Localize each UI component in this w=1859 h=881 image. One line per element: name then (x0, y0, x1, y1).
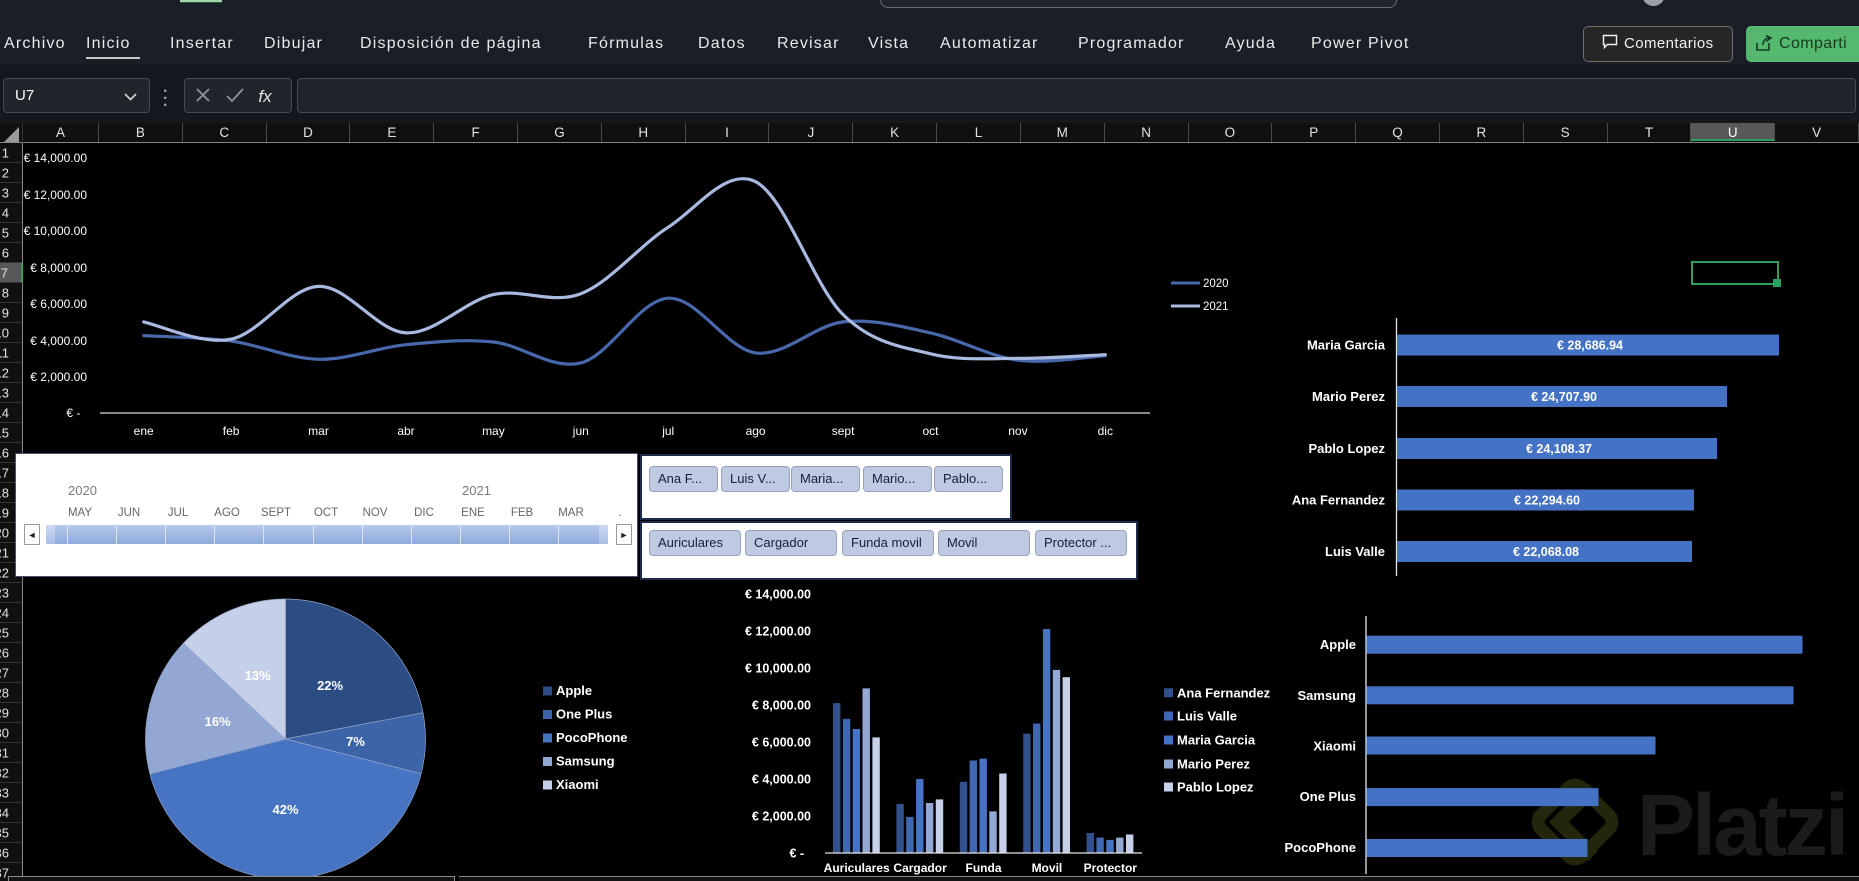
svg-text:€ 12,000.00: € 12,000.00 (745, 625, 811, 639)
svg-text:€ 22,068.08: € 22,068.08 (1513, 545, 1579, 559)
svg-text:€ 6,000.00: € 6,000.00 (30, 297, 87, 311)
svg-text:€ 24,707.90: € 24,707.90 (1531, 390, 1597, 404)
svg-text:€ -: € - (789, 847, 811, 861)
svg-text:€ 14,000.00: € 14,000.00 (24, 151, 88, 165)
svg-text:€ 10,000.00: € 10,000.00 (24, 224, 88, 238)
svg-text:oct: oct (922, 424, 939, 438)
svg-text:Luis Valle: Luis Valle (1325, 544, 1385, 559)
svg-text:€ 2,000.00: € 2,000.00 (752, 810, 811, 824)
svg-text:Auriculares: Auriculares (824, 861, 890, 875)
svg-text:€ 2,000.00: € 2,000.00 (30, 370, 87, 384)
svg-text:Ana Fernandez: Ana Fernandez (1292, 493, 1386, 508)
svg-text:feb: feb (223, 424, 240, 438)
svg-text:jun: jun (572, 424, 589, 438)
svg-text:Xiaomi: Xiaomi (556, 777, 599, 792)
svg-text:PocoPhone: PocoPhone (1284, 840, 1356, 855)
svg-text:€ 8,000.00: € 8,000.00 (752, 699, 811, 713)
svg-text:abr: abr (397, 424, 414, 438)
svg-text:fx: fx (258, 87, 272, 106)
svg-text:€ 14,000.00: € 14,000.00 (745, 588, 811, 602)
svg-text:22%: 22% (317, 678, 343, 693)
svg-text:Mario Perez: Mario Perez (1312, 389, 1385, 404)
svg-text:€ 28,686.94: € 28,686.94 (1557, 339, 1623, 353)
svg-text:€ 24,108.37: € 24,108.37 (1526, 442, 1592, 456)
svg-text:PocoPhone: PocoPhone (556, 730, 628, 745)
svg-text:€ -: € - (66, 406, 87, 420)
svg-text:Xiaomi: Xiaomi (1313, 739, 1356, 754)
svg-text:€ 12,000.00: € 12,000.00 (24, 188, 88, 202)
svg-text:Platzi: Platzi (1637, 777, 1846, 874)
svg-text:€ 10,000.00: € 10,000.00 (745, 662, 811, 676)
svg-text:dic: dic (1098, 424, 1113, 438)
svg-text:One Plus: One Plus (556, 707, 612, 722)
svg-text:nov: nov (1008, 424, 1027, 438)
svg-text:sept: sept (832, 424, 855, 438)
svg-text:mar: mar (308, 424, 329, 438)
svg-text:ene: ene (134, 424, 154, 438)
svg-text:7%: 7% (346, 734, 365, 749)
svg-text:2020: 2020 (1203, 278, 1229, 290)
svg-text:Mario Perez: Mario Perez (1177, 757, 1250, 772)
svg-text:Protector: Protector (1084, 861, 1138, 875)
svg-text:Luis Valle: Luis Valle (1177, 709, 1237, 724)
svg-text:ago: ago (746, 424, 766, 438)
svg-text:Pablo Lopez: Pablo Lopez (1308, 441, 1385, 456)
svg-text:€ 22,294.60: € 22,294.60 (1514, 494, 1580, 508)
svg-text:13%: 13% (245, 668, 271, 683)
svg-text:€ 6,000.00: € 6,000.00 (752, 736, 811, 750)
svg-text:Movil: Movil (1032, 861, 1063, 875)
svg-text:16%: 16% (205, 714, 231, 729)
svg-text:€ 4,000.00: € 4,000.00 (752, 773, 811, 787)
svg-text:42%: 42% (272, 802, 298, 817)
svg-text:Apple: Apple (1320, 637, 1356, 652)
svg-text:Funda: Funda (966, 861, 1002, 875)
svg-text:€ 4,000.00: € 4,000.00 (30, 334, 87, 348)
svg-text:Cargador: Cargador (893, 861, 947, 875)
svg-text:may: may (482, 424, 505, 438)
svg-text:One Plus: One Plus (1300, 789, 1356, 804)
svg-text:Maria Garcia: Maria Garcia (1307, 338, 1386, 353)
svg-text:Apple: Apple (556, 683, 592, 698)
svg-text:Ana Fernandez: Ana Fernandez (1177, 685, 1271, 700)
svg-text:Samsung: Samsung (1297, 688, 1356, 703)
svg-text:jul: jul (661, 424, 674, 438)
svg-text:Samsung: Samsung (556, 754, 615, 769)
svg-text:Maria Garcia: Maria Garcia (1177, 733, 1256, 748)
svg-text:Pablo Lopez: Pablo Lopez (1177, 780, 1254, 795)
svg-text:€ 8,000.00: € 8,000.00 (30, 261, 87, 275)
svg-text:2021: 2021 (1203, 301, 1229, 313)
